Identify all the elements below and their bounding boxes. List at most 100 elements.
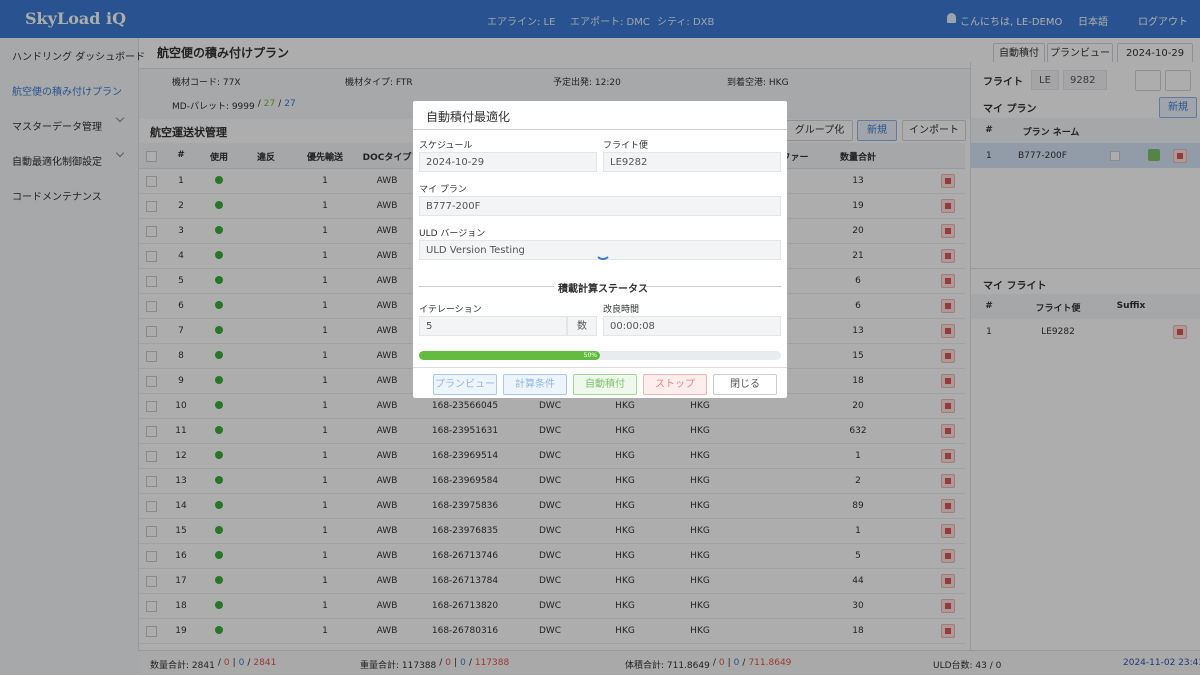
delete-button[interactable] <box>941 324 955 338</box>
modal-button[interactable]: 計算条件 <box>503 374 567 395</box>
label: 改良時間 <box>603 305 640 315</box>
checkbox[interactable] <box>146 201 157 212</box>
checkbox[interactable] <box>146 276 157 287</box>
checkbox[interactable] <box>146 576 157 587</box>
cell: AWB <box>376 301 398 311</box>
label: イテレーション <box>419 305 482 315</box>
modal-button[interactable]: 自動積付 <box>573 374 637 395</box>
cell: HKG <box>690 476 710 486</box>
checkbox[interactable] <box>146 526 157 537</box>
delete-button[interactable] <box>941 349 955 363</box>
time-input[interactable]: 00:00:08 <box>603 316 781 336</box>
cell: 1 <box>322 201 328 211</box>
nav-item[interactable]: マスターデータ管理 <box>12 122 102 133</box>
modal-button[interactable]: プランビュー <box>433 374 497 395</box>
nav-item[interactable]: 航空便の積み付けプラン <box>12 87 122 98</box>
delete-button[interactable] <box>941 424 955 438</box>
cell: HKG <box>690 626 710 636</box>
page-title: 航空便の積み付けプラン <box>157 46 290 60</box>
delete-button[interactable] <box>941 474 955 488</box>
search-button[interactable] <box>1135 70 1161 91</box>
checkbox[interactable] <box>146 451 157 462</box>
cell: HKG <box>690 526 710 536</box>
iteration-input[interactable]: 5 <box>419 316 567 336</box>
delete-button[interactable] <box>941 549 955 563</box>
edit-button[interactable] <box>1148 149 1160 161</box>
cell: 2 <box>855 476 861 486</box>
new-plan-button[interactable]: 新規 <box>1159 97 1197 118</box>
language[interactable]: 日本語 <box>1078 17 1108 28</box>
use-indicator <box>215 251 223 259</box>
awb-button[interactable]: インポート <box>902 120 966 141</box>
logo[interactable]: SkyLoad iQ <box>25 9 126 28</box>
delete-button[interactable] <box>941 599 955 613</box>
checkbox[interactable] <box>146 501 157 512</box>
cell: AWB <box>376 201 398 211</box>
nav-item[interactable]: ハンドリング ダッシュボード <box>12 52 146 63</box>
delete-button[interactable] <box>941 624 955 638</box>
calendar-button[interactable] <box>1165 70 1191 91</box>
flight-label: フライト <box>983 77 1023 88</box>
spinner <box>595 244 611 260</box>
checkbox[interactable] <box>146 351 157 362</box>
cell: DWC <box>538 426 562 436</box>
table-row[interactable] <box>971 143 1200 168</box>
cell: 1 <box>986 151 992 161</box>
cell: 3 <box>178 226 184 236</box>
awb-button[interactable]: 新規 <box>857 120 897 141</box>
delete-button[interactable] <box>1173 149 1187 163</box>
delete-button[interactable] <box>941 274 955 288</box>
table-row <box>139 418 965 444</box>
flight-input[interactable]: LE9282 <box>603 152 781 172</box>
checkbox[interactable] <box>146 476 157 487</box>
modal-button[interactable]: 閉じる <box>713 374 777 395</box>
delete-button[interactable] <box>1173 325 1187 339</box>
cell: AWB <box>376 426 398 436</box>
cell: 13 <box>852 176 864 186</box>
greeting[interactable]: こんにちは, LE-DEMO <box>960 17 1063 28</box>
cell: HKG <box>615 426 635 436</box>
delete-button[interactable] <box>941 374 955 388</box>
modal-button[interactable]: ストップ <box>643 374 707 395</box>
checkbox[interactable] <box>146 626 157 637</box>
delete-button[interactable] <box>941 574 955 588</box>
delete-button[interactable] <box>941 174 955 188</box>
checkbox[interactable] <box>146 376 157 387</box>
checkbox[interactable] <box>146 601 157 612</box>
cell: HKG <box>690 501 710 511</box>
checkbox[interactable] <box>146 301 157 312</box>
flight-no-input[interactable]: 9282 <box>1063 70 1107 90</box>
progress-bar: 50% <box>419 351 600 360</box>
column-header: # <box>985 125 993 135</box>
delete-button[interactable] <box>941 449 955 463</box>
delete-button[interactable] <box>941 299 955 313</box>
checkbox[interactable] <box>146 226 157 237</box>
delete-button[interactable] <box>941 399 955 413</box>
nav-item[interactable]: 自動最適化制御設定 <box>12 157 102 168</box>
delete-button[interactable] <box>941 249 955 263</box>
checkbox[interactable] <box>146 326 157 337</box>
checkbox[interactable] <box>1110 151 1120 161</box>
schedule-input[interactable]: 2024-10-29 <box>419 152 597 172</box>
cell: 1 <box>178 176 184 186</box>
delete-button[interactable] <box>941 199 955 213</box>
plan-input[interactable]: B777-200F <box>419 196 781 216</box>
checkbox[interactable] <box>146 426 157 437</box>
delete-button[interactable] <box>941 224 955 238</box>
checkbox[interactable] <box>146 401 157 412</box>
total: 体積合計: 711.8649/0 | 0/711.8649 <box>625 658 791 671</box>
cell: AWB <box>376 576 398 586</box>
column-header: DOCタイプ <box>362 153 412 163</box>
airline-input[interactable]: LE <box>1031 70 1059 90</box>
checkbox[interactable] <box>146 551 157 562</box>
delete-button[interactable] <box>941 524 955 538</box>
checkbox[interactable] <box>146 176 157 187</box>
delete-button[interactable] <box>941 499 955 513</box>
cell: DWC <box>538 501 562 511</box>
cell: 1 <box>322 251 328 261</box>
nav-item[interactable]: コードメンテナンス <box>12 192 102 203</box>
logout[interactable]: ログアウト <box>1138 17 1188 28</box>
cell: HKG <box>615 401 635 411</box>
awb-title: 航空運送状管理 <box>150 126 227 139</box>
checkbox[interactable] <box>146 251 157 262</box>
